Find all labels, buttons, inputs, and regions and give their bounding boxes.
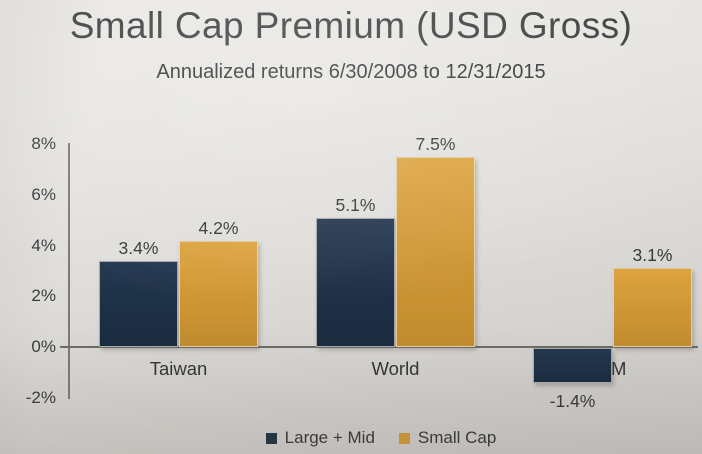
bar-small-cap-em [613,268,692,347]
legend-label: Small Cap [417,428,497,447]
value-label-large-mid-taiwan: 3.4% [118,237,159,258]
legend-swatch-icon [265,432,277,444]
x-axis-baseline [60,346,698,348]
bar-large-mid-em [533,348,612,384]
y-tick-label: -2% [25,387,56,407]
value-label-small-cap-taiwan: 4.2% [198,217,239,238]
y-tick-label: 2% [31,286,56,306]
legend-item-small-cap: Small Cap [398,428,497,448]
value-label-small-cap-em: 3.1% [632,245,673,266]
value-label-small-cap-world: 7.5% [415,133,456,154]
value-label-large-mid-world: 5.1% [335,194,376,215]
category-label-taiwan: Taiwan [149,358,208,379]
bar-large-mid-taiwan [99,260,178,347]
y-tick-label: 4% [31,235,56,255]
bar-large-mid-world [316,217,395,347]
legend-swatch-icon [398,432,410,444]
chart-title: Small Cap Premium (USD Gross) [69,5,633,46]
chart-subtitle: Annualized returns 6/30/2008 to 12/31/20… [156,61,546,83]
category-label-world: World [371,358,420,379]
bar-small-cap-world [396,156,475,347]
y-axis-line [68,143,70,399]
y-tick-label: 6% [31,184,56,204]
legend-item-large-mid: Large + Mid [265,428,375,448]
y-tick-label: 0% [31,337,56,356]
legend: Large + Mid Small Cap [30,428,702,448]
y-tick-label: 8% [31,134,56,154]
value-label-large-mid-em: -1.4% [549,391,596,412]
bar-small-cap-taiwan [179,240,258,347]
legend-label: Large + Mid [284,428,375,447]
